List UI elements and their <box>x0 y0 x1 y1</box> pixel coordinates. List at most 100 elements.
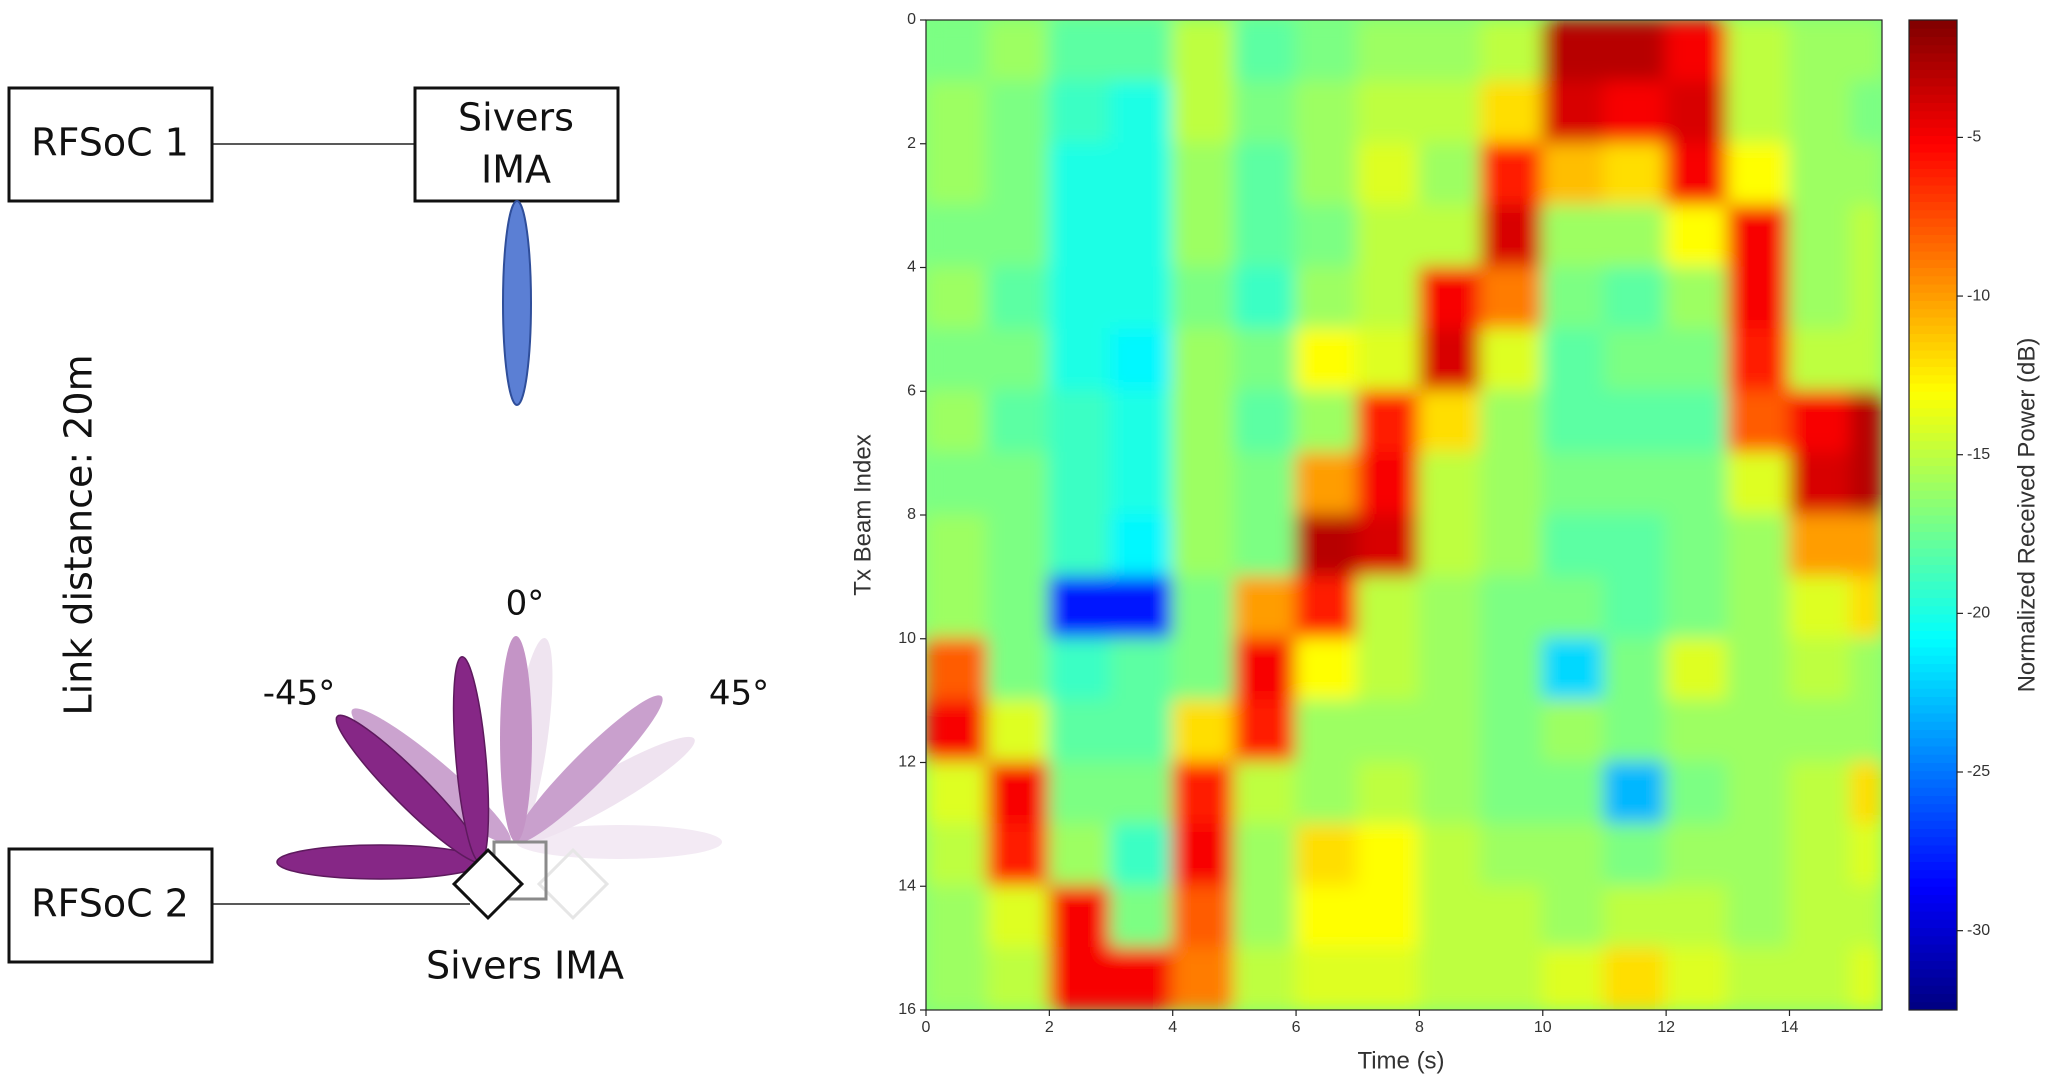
heatmap-cell <box>1665 452 1729 516</box>
x-tick-label: 14 <box>1781 1019 1799 1036</box>
colorbar-segment <box>1909 258 1957 268</box>
colorbar-segment <box>1909 308 1957 318</box>
colorbar-segment <box>1909 712 1957 722</box>
y-tick-label: 16 <box>898 1001 916 1018</box>
heatmap-cell <box>1233 20 1298 83</box>
heatmap-cell <box>926 452 989 516</box>
heatmap-cell <box>1048 142 1113 207</box>
heatmap-cell <box>1171 452 1236 516</box>
colorbar-segment <box>1909 489 1957 499</box>
colorbar-segment <box>1909 159 1957 169</box>
colorbar-segment <box>1909 646 1957 656</box>
heatmap-cell <box>1665 823 1729 888</box>
diagram: RFSoC 1 Sivers IMA Link distance: 20m RF… <box>7 86 769 988</box>
heatmap-cell <box>1726 761 1791 826</box>
heatmap-cell <box>1048 761 1113 826</box>
heatmap-cell <box>1233 823 1298 888</box>
heatmap-cell <box>986 20 1051 83</box>
heatmap-cell <box>1233 452 1298 516</box>
colorbar-segment <box>1909 770 1957 780</box>
heatmap-cell <box>986 328 1051 393</box>
heatmap-cell <box>1171 761 1236 826</box>
heatmap-cell <box>1418 823 1483 888</box>
colorbar-segment <box>1909 407 1957 417</box>
colorbar-segment <box>1909 498 1957 508</box>
rx-beam <box>516 825 722 859</box>
heatmap-cell <box>1788 204 1853 269</box>
heatmap-cell <box>986 204 1051 269</box>
colorbar-segment <box>1909 663 1957 673</box>
colorbar-segment <box>1909 36 1957 46</box>
heatmap-cell <box>1418 20 1483 83</box>
link-distance: Link distance: 20m <box>57 354 101 715</box>
heatmap-cell <box>1541 947 1606 1010</box>
heatmap-cell <box>1603 390 1668 455</box>
heatmap-cell <box>1788 699 1853 764</box>
colorbar-segment <box>1909 951 1957 961</box>
heatmap-cell <box>1603 514 1668 578</box>
heatmap-cell <box>1418 266 1483 331</box>
colorbar-segment <box>1909 778 1957 788</box>
heatmap-cell <box>1850 142 1882 207</box>
heatmap-cell <box>1850 885 1882 950</box>
heatmap-cell <box>1110 823 1174 888</box>
heatmap-cell <box>1850 575 1882 640</box>
heatmap-cell <box>1603 637 1668 702</box>
heatmap-cell <box>1418 204 1483 269</box>
colorbar-segment <box>1909 168 1957 178</box>
heatmap-cell <box>1850 204 1882 269</box>
heatmap-cell <box>1665 266 1729 331</box>
heatmap-cell <box>1541 204 1606 269</box>
colorbar-segment <box>1909 993 1957 1003</box>
heatmap-cell <box>1665 390 1729 455</box>
sivers-label: Sivers <box>458 96 574 140</box>
colorbar-segment <box>1909 382 1957 392</box>
heatmap-cell <box>1665 20 1729 83</box>
heatmap-cell <box>1048 20 1113 83</box>
rx-beam <box>515 695 663 843</box>
heatmap-cell <box>1850 452 1882 516</box>
heatmap-cell <box>1233 80 1298 145</box>
heatmap-cell <box>1171 80 1236 145</box>
heatmap-cell <box>1171 575 1236 640</box>
colorbar-segment <box>1909 531 1957 541</box>
heatmap-cell <box>1295 204 1359 269</box>
colorbar-segment <box>1909 514 1957 524</box>
heatmap-cell <box>1110 452 1174 516</box>
heatmap-cell <box>1726 142 1791 207</box>
colorbar-segment <box>1909 588 1957 598</box>
heatmap-cell <box>986 575 1051 640</box>
heatmap-cell <box>1541 142 1606 207</box>
heatmap-cell <box>1048 947 1113 1010</box>
colorbar-segment <box>1909 184 1957 194</box>
heatmap-cell <box>1665 637 1729 702</box>
colorbar-segment <box>1909 217 1957 227</box>
heatmap-cell <box>1295 142 1359 207</box>
heatmap-cell <box>1233 204 1298 269</box>
heatmap-cell <box>1726 266 1791 331</box>
heatmap-cell <box>926 514 989 578</box>
colorbar-segment <box>1909 720 1957 730</box>
heatmap-cell <box>1788 80 1853 145</box>
heatmap-cell <box>1356 885 1421 950</box>
heatmap-cell <box>1110 20 1174 83</box>
colorbar-segment <box>1909 390 1957 400</box>
colorbar-segment <box>1909 811 1957 821</box>
heatmap-cell <box>1048 328 1113 393</box>
colorbar-segment <box>1909 704 1957 714</box>
heatmap-cell <box>1171 142 1236 207</box>
heatmap-cell <box>986 142 1051 207</box>
heatmap-cell <box>926 20 989 83</box>
heatmap-cell <box>1233 328 1298 393</box>
colorbar-segment <box>1909 448 1957 458</box>
heatmap-cell <box>926 266 989 331</box>
heatmap-cell <box>1541 637 1606 702</box>
heatmap-cell <box>1048 885 1113 950</box>
x-tick-label: 10 <box>1534 1019 1552 1036</box>
heatmap-cell <box>1665 761 1729 826</box>
heatmap-cell <box>1788 947 1853 1010</box>
colorbar-segment <box>1909 341 1957 351</box>
colorbar-segment <box>1909 1001 1957 1011</box>
heatmap-cell <box>986 823 1051 888</box>
heatmap-cell <box>1850 328 1882 393</box>
